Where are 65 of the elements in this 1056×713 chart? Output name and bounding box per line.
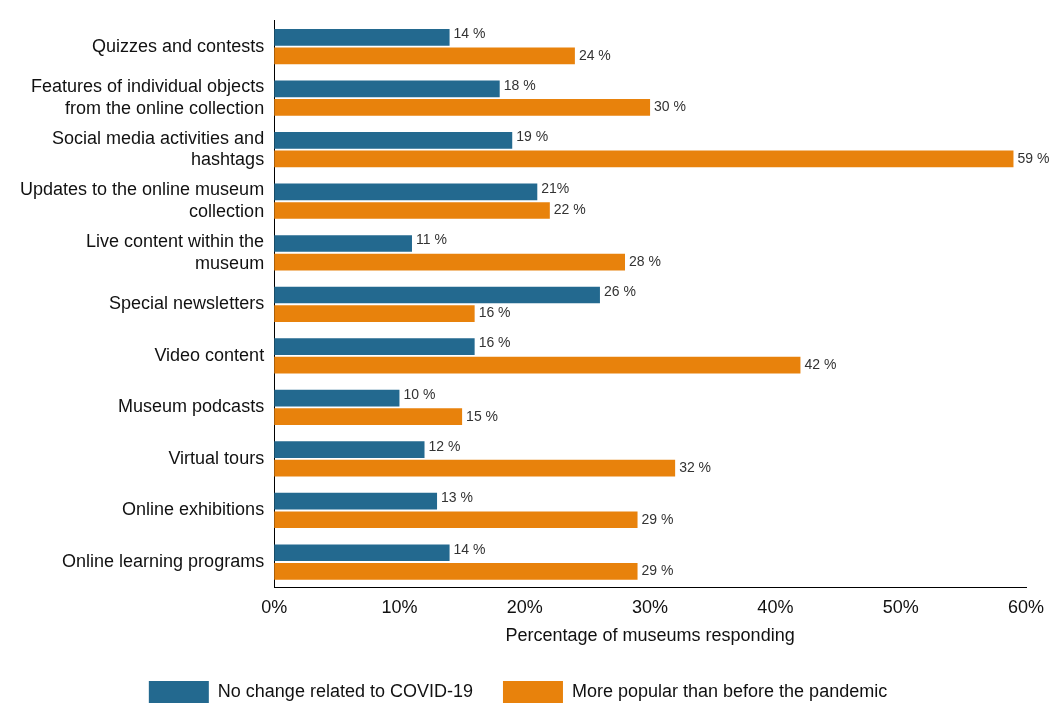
data-label: 12 % [428,437,461,454]
bar [274,28,450,46]
bar [274,544,450,562]
bar [274,356,801,374]
data-label: 29 % [641,510,674,527]
x-tick-label: 0% [261,596,288,617]
data-label: 42 % [804,355,837,372]
bar [274,305,475,322]
data-label: 15 % [466,407,499,424]
bar [274,338,475,355]
y-tick-label: Virtual tours [168,447,265,468]
data-label: 21% [541,179,570,196]
data-label: 26 % [603,282,636,299]
legend-label: No change related to COVID-19 [217,680,473,701]
bar [274,511,638,529]
y-tick-label: Online exhibitions [122,499,265,520]
data-label: 59 % [1017,149,1050,166]
x-tick-label: 10% [381,596,418,617]
bar [274,441,425,459]
bar [274,253,626,271]
bar [274,408,463,426]
data-label: 14 % [453,25,486,42]
bar [274,459,676,477]
bar [274,132,513,149]
bar [274,150,1014,168]
data-label: 32 % [679,459,712,476]
data-label: 11 % [415,231,447,248]
bar [274,492,438,510]
legend-label: More popular than before the pandemic [571,680,888,701]
x-tick-label: 40% [757,596,794,617]
data-label: 29 % [641,562,674,579]
data-label: 28 % [629,252,661,269]
y-tick-label: Features of individual objects from the online collection [31,76,265,118]
y-tick-label: Special newsletters [109,293,265,314]
data-label: 13 % [441,489,473,506]
data-label: 14 % [453,540,486,557]
y-tick-label: Updates to the online museum collection [19,179,265,221]
data-label: 10 % [403,385,436,402]
bar [274,80,500,98]
bar [274,183,538,201]
bar [274,235,412,252]
y-tick-label: Quizzes and contests [92,35,265,56]
bar [274,99,651,116]
bar [274,562,638,580]
bar [274,202,550,219]
x-tick-label: 60% [1007,596,1045,617]
data-label: 16 % [478,304,511,321]
data-label: 18 % [503,76,536,93]
y-tick-label: Live content within the museum [86,230,265,273]
y-tick-label: Online learning programs [62,551,265,571]
y-tick-label: Social media activities and hashtags [52,127,265,170]
x-tick-label: 30% [632,596,669,617]
bar [274,47,575,65]
bar [274,286,600,304]
data-label: 16 % [478,334,511,351]
data-label: 22 % [553,201,586,218]
data-label: 30 % [654,98,686,115]
data-label: 24 % [578,46,611,63]
data-label: 19 % [516,128,549,145]
y-tick-label: Museum podcasts [118,396,265,417]
x-tick-label: 20% [506,596,543,617]
y-tick-label: Video content [154,344,265,365]
x-axis-title: Percentage of museums responding [505,625,795,646]
x-tick-label: 50% [882,596,919,617]
bar [274,389,400,407]
